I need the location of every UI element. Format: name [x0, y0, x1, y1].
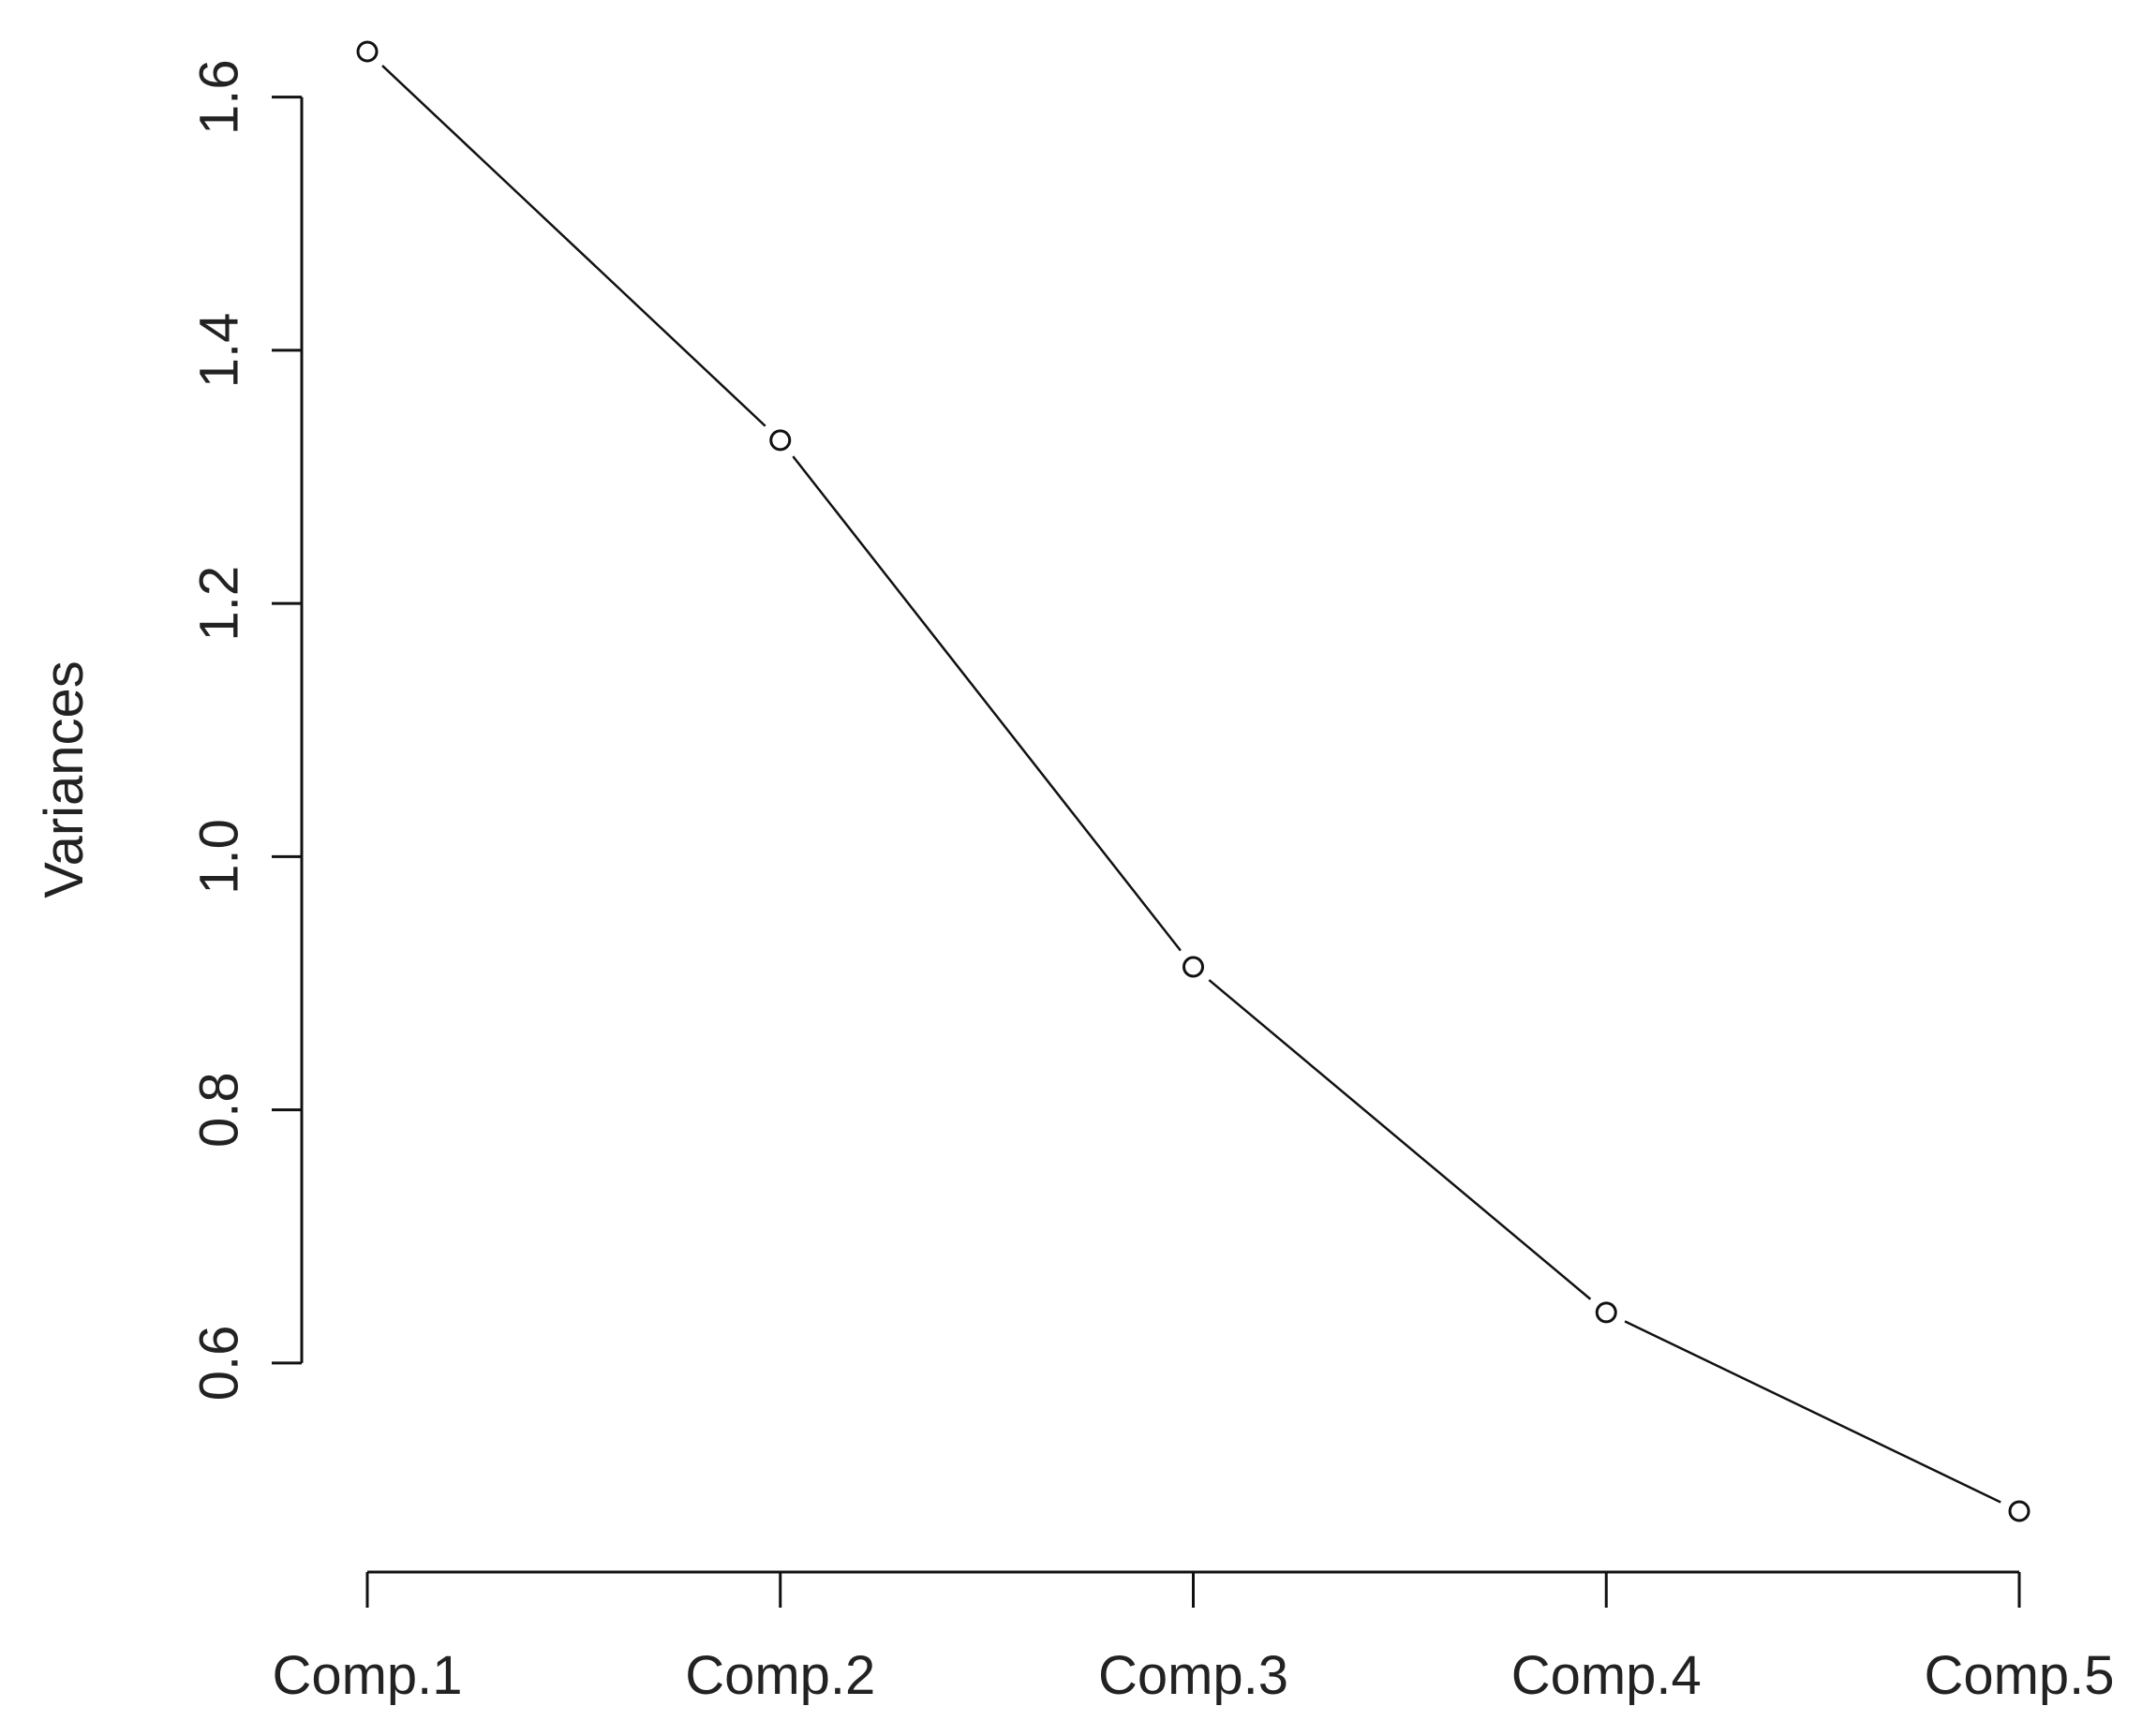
data-point-comp-5 [2008, 1500, 2030, 1522]
x-tick-label: Comp.4 [1511, 1645, 1702, 1706]
x-tick-label: Comp.2 [685, 1645, 875, 1706]
y-tick-label: 0.6 [189, 1326, 250, 1402]
x-tick-label: Comp.3 [1098, 1645, 1288, 1706]
y-tick-label: 0.8 [189, 1072, 250, 1148]
y-tick-label: 1.4 [189, 313, 250, 389]
data-point-comp-2 [769, 429, 792, 452]
series-line-segment [1208, 979, 1592, 1300]
series-line-segment [381, 65, 766, 427]
data-point-comp-1 [356, 40, 379, 63]
data-point-comp-3 [1183, 956, 1204, 978]
series-line-segment [1624, 1320, 2001, 1504]
x-tick-label: Comp.5 [1924, 1645, 2114, 1706]
x-axis: Comp.1 Comp.2 Comp.3 Comp.4 Comp.5 [272, 1570, 2115, 1706]
y-tick-label: 1.2 [189, 566, 250, 642]
data-point-comp-4 [1595, 1301, 1617, 1324]
y-axis-label: Variances [34, 660, 95, 898]
y-tick-label: 1.6 [189, 59, 250, 135]
series-variances [356, 40, 2030, 1522]
y-axis: 0.6 0.8 1.0 1.2 1.4 1.6 [189, 59, 304, 1402]
series-line-segment [792, 455, 1182, 952]
x-tick-label: Comp.1 [272, 1645, 462, 1706]
y-tick-label: 1.0 [189, 819, 250, 895]
